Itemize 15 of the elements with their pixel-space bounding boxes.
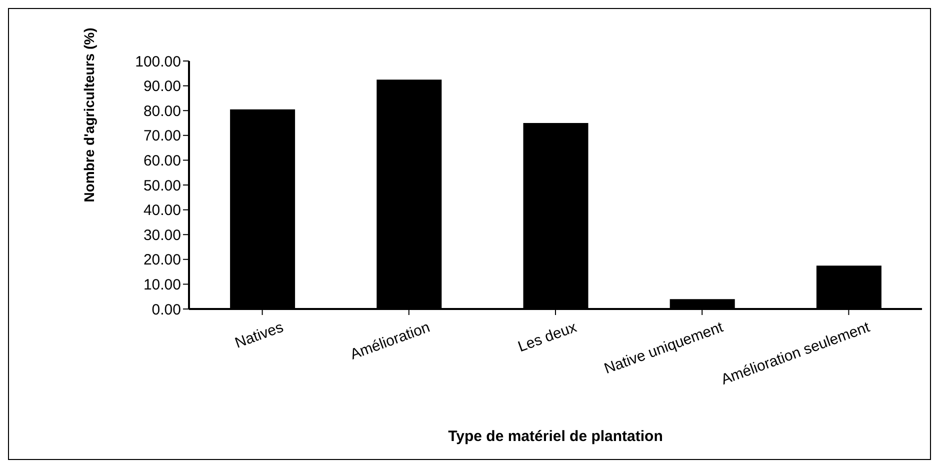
- y-tick-label: 10.00: [143, 276, 181, 294]
- y-tick-label: 80.00: [143, 102, 181, 120]
- y-axis-title: Nombre d'agriculteurs (%): [80, 28, 97, 202]
- y-tick-label: 20.00: [143, 252, 181, 269]
- y-tick-label: 70.00: [143, 128, 181, 145]
- x-tick-label: Les deux: [516, 318, 580, 356]
- y-tick-label: 100.00: [135, 53, 181, 70]
- y-tick-label: 50.00: [143, 177, 181, 194]
- x-axis-title: Type de matériel de plantation: [448, 428, 663, 445]
- y-tick-label: 90.00: [143, 78, 181, 96]
- y-tick-label: 40.00: [143, 202, 181, 220]
- y-tick-label: 0.00: [152, 301, 181, 318]
- y-tick-label: 60.00: [143, 152, 181, 170]
- y-tick-label: 30.00: [143, 226, 181, 244]
- x-tick-label: Natives: [232, 318, 286, 352]
